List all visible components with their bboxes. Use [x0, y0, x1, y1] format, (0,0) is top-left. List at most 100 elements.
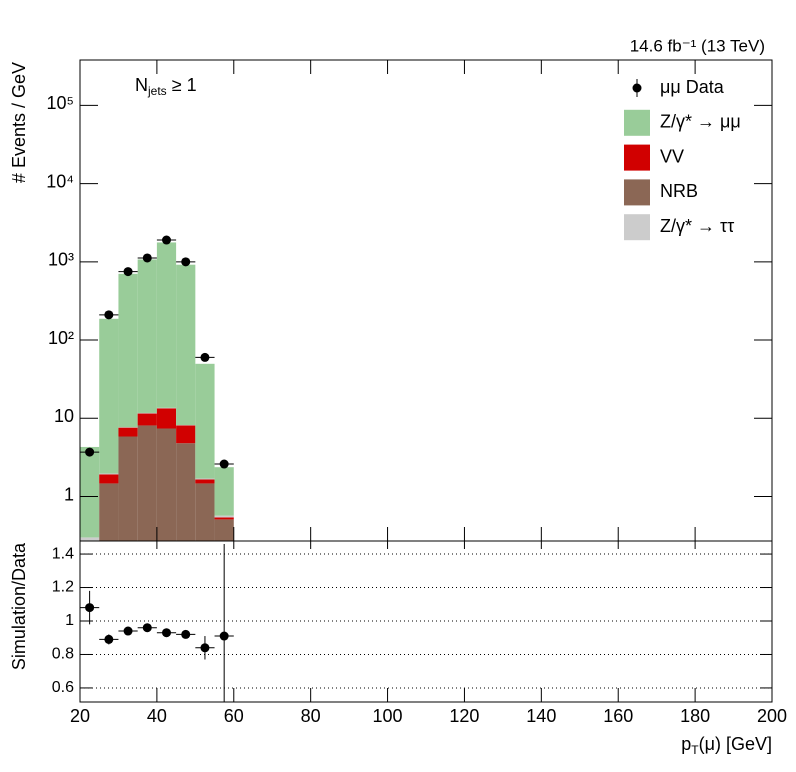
x-tick-label: 100 — [373, 706, 403, 726]
legend-swatch — [624, 179, 650, 206]
ratio-point — [80, 590, 100, 625]
data-marker — [181, 257, 191, 267]
data-marker — [219, 459, 229, 469]
y-tick-label: 1 — [64, 484, 74, 504]
ratio-y-axis-title: Simulation/Data — [9, 542, 29, 670]
legend-swatch — [624, 144, 650, 171]
data-point — [99, 310, 119, 320]
y-tick-label: 1.2 — [52, 579, 74, 596]
histogram-bar — [99, 318, 119, 474]
x-tick-label: 200 — [757, 706, 787, 726]
legend-swatch — [624, 109, 650, 136]
histogram-bar — [214, 515, 234, 518]
data-marker — [85, 447, 95, 457]
data-marker — [162, 235, 171, 245]
data-point — [176, 257, 196, 267]
x-tick-label: 160 — [603, 706, 633, 726]
x-title-rest: (μ) [GeV] — [699, 734, 772, 754]
legend-swatch — [624, 214, 650, 241]
x-tick-label: 80 — [301, 706, 321, 726]
lumi-label: 14.6 fb⁻¹ (13 TeV) — [630, 36, 765, 55]
x-tick-label: 60 — [224, 706, 244, 726]
y-axis-title: # Events / GeV — [9, 62, 29, 183]
y-tick-label: 10⁵ — [47, 93, 74, 113]
data-marker — [123, 267, 133, 277]
ratio-point — [137, 623, 157, 633]
y-tick-label: 0.6 — [52, 679, 74, 696]
ratio-marker — [104, 634, 114, 644]
y-tick-label: 10 — [54, 406, 74, 426]
x-tick-label: 180 — [680, 706, 710, 726]
histogram-bar — [137, 412, 157, 414]
data-point — [195, 352, 215, 362]
y-tick-label: 10² — [48, 328, 74, 348]
ratio-marker — [200, 643, 210, 653]
histogram-bar — [80, 537, 100, 541]
data-point — [156, 235, 177, 245]
ratio-point — [118, 626, 138, 636]
histogram-bar — [195, 483, 215, 541]
ratio-marker — [162, 628, 171, 638]
x-tick-label: 120 — [449, 706, 479, 726]
y-tick-label: 10⁴ — [46, 171, 74, 191]
data-marker — [142, 253, 152, 263]
histogram-bar — [176, 264, 196, 426]
histogram-bar — [195, 478, 215, 480]
main-plot-area — [80, 235, 234, 541]
selection-label: Njets ≥ 1 — [135, 75, 197, 98]
histogram-bar — [99, 483, 119, 541]
selection-sub: jets — [147, 84, 167, 98]
ratio-marker — [142, 623, 152, 633]
histogram-bar — [156, 242, 177, 408]
histogram-bar — [214, 519, 234, 541]
selection-base: N — [135, 75, 148, 95]
data-point — [137, 253, 157, 263]
histogram-bar — [195, 479, 215, 484]
ratio-marker — [123, 626, 133, 636]
histogram-bar — [214, 467, 234, 516]
x-tick-label: 40 — [147, 706, 167, 726]
ratio-point — [176, 629, 196, 639]
ratio-frame — [79, 540, 773, 703]
data-marker — [104, 310, 114, 320]
ratio-marker — [85, 603, 95, 613]
ratio-marker — [219, 631, 229, 641]
histogram-bar — [99, 474, 119, 484]
legend-label: NRB — [660, 181, 698, 201]
histogram-bar — [137, 425, 157, 541]
legend-label: Z/γ* → ττ — [660, 216, 734, 236]
x-tick-label: 20 — [70, 706, 90, 726]
legend-marker — [632, 83, 642, 93]
x-title-base: p — [681, 734, 691, 754]
data-point — [80, 447, 100, 457]
ratio-marker — [181, 629, 191, 639]
histogram-bar — [99, 473, 119, 475]
x-axis-title: pT(μ) [GeV] — [681, 734, 772, 757]
histogram-bar — [80, 446, 100, 538]
histogram-bar — [156, 428, 177, 541]
ratio-plot-area — [80, 544, 772, 702]
ratio-point — [99, 634, 119, 645]
legend-label: μμ Data — [660, 77, 725, 97]
histogram-bar — [118, 273, 138, 428]
y-tick-label: 10³ — [48, 250, 74, 270]
histogram-bar — [214, 517, 234, 520]
ratio-point — [214, 544, 234, 702]
histogram-bar — [195, 363, 215, 479]
legend-label: Z/γ* → μμ — [660, 112, 741, 132]
y-tick-label: 0.8 — [52, 646, 74, 663]
data-marker — [200, 352, 210, 362]
ratio-point — [156, 628, 177, 638]
x-tick-label: 140 — [526, 706, 556, 726]
y-tick-label: 1 — [65, 612, 74, 629]
histogram-bar — [176, 425, 196, 444]
histogram-bar — [156, 408, 177, 429]
histogram-bar — [118, 436, 138, 541]
histogram-bar — [137, 413, 157, 426]
y-tick-label: 1.4 — [52, 545, 74, 562]
ratio-point — [195, 636, 215, 660]
histogram-bar — [156, 407, 177, 409]
histogram-bar — [118, 427, 138, 437]
histogram-bar — [176, 443, 196, 541]
